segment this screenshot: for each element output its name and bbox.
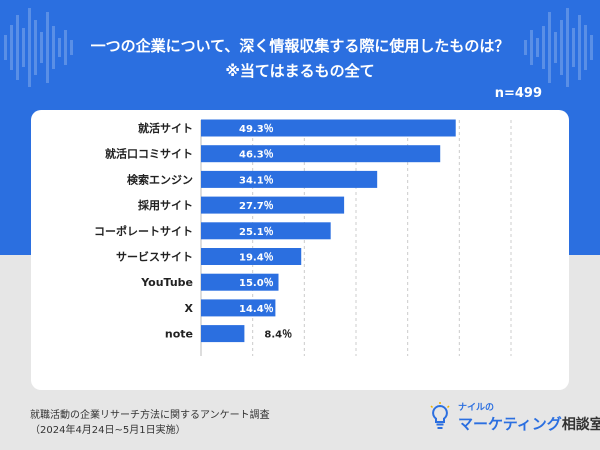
category-label: サービスサイト — [116, 250, 193, 264]
logo-prefix: ナイルの — [458, 403, 495, 413]
chart-title: 一つの企業について、深く情報収集する際に使用したものは？ — [90, 37, 510, 55]
sound-wave-decoration-right — [524, 8, 593, 87]
bar — [201, 299, 276, 317]
bar — [201, 325, 245, 343]
brand-logo: ナイルの マーケティング相談室 — [428, 398, 600, 438]
category-label: YouTube — [140, 276, 193, 289]
bar — [201, 145, 441, 163]
category-label: 検索エンジン — [127, 172, 193, 186]
sample-size: n=499 — [494, 86, 542, 101]
bar — [201, 119, 456, 137]
chart-card: 就活サイト 49.3％ 就活口コミサイト 46.3％ 検索エンジン 34.1％ 採用サイト 2… — [31, 110, 569, 390]
survey-source: 就職活動の企業リサーチ方法に関するアンケート調査 — [30, 410, 270, 421]
category-label: X — [185, 302, 194, 315]
data-label: 8.4％ — [264, 329, 292, 341]
category-label: 就活口コミサイト — [105, 147, 193, 161]
chart-subtitle: ※当てはまるもの全て — [225, 62, 375, 80]
category-label: 就活サイト — [138, 121, 193, 135]
data-label: 27.7％ — [239, 200, 274, 212]
bar — [201, 273, 279, 291]
logo-suffix-text: 相談室 — [561, 417, 600, 433]
data-label: 15.0％ — [239, 277, 274, 289]
bar — [201, 248, 302, 265]
survey-period: （2024年4月24日~5月1日実施） — [30, 425, 186, 436]
data-label: 25.1％ — [239, 226, 274, 238]
bar-chart: 就活サイト 49.3％ 就活口コミサイト 46.3％ 検索エンジン 34.1％ 採用サイト 2… — [94, 119, 512, 356]
lightbulb-icon — [430, 402, 450, 429]
logo-name: マーケティング相談室 — [458, 413, 600, 434]
bar — [201, 196, 345, 214]
bar — [201, 170, 378, 188]
data-label: 49.3％ — [239, 123, 274, 135]
bar — [201, 222, 331, 240]
category-label: note — [165, 328, 193, 341]
data-label: 46.3％ — [239, 149, 274, 161]
category-label: 採用サイト — [138, 198, 193, 212]
data-label: 14.4％ — [239, 303, 274, 315]
data-label: 19.4％ — [239, 252, 274, 264]
logo-main-text: マーケティング — [458, 415, 562, 433]
sound-wave-decoration-left — [4, 8, 73, 87]
data-label: 34.1％ — [239, 174, 274, 186]
category-label: コーポレートサイト — [94, 224, 193, 238]
